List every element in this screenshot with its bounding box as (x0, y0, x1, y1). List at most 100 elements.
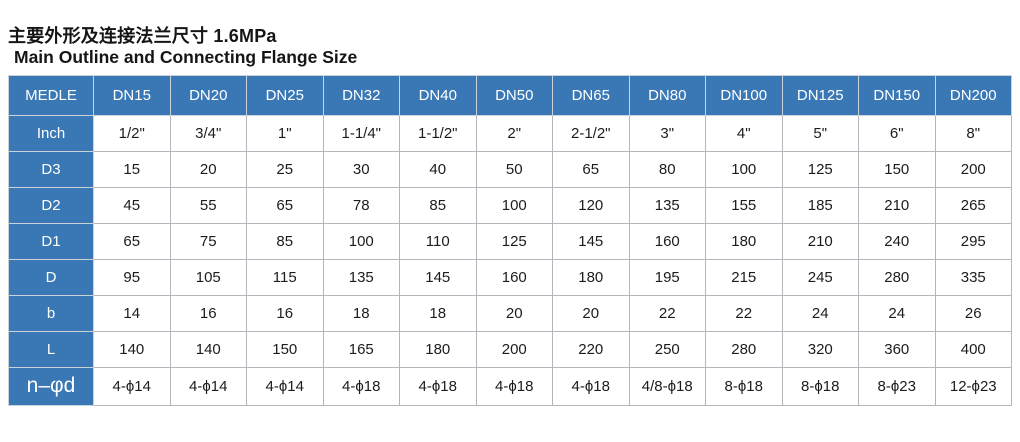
table-cell: 280 (705, 330, 783, 368)
table-cell: 14 (93, 294, 171, 332)
table-cell: 25 (246, 150, 324, 188)
table-cell: 155 (705, 186, 783, 224)
table-cell: 100 (475, 186, 553, 224)
table-row: D 95 105 115 135 145 160 180 195 215 245 280 335 (8, 258, 1012, 296)
table-row: D1 65 75 85 100 110 125 145 160 180 210 240 295 (8, 222, 1012, 260)
table-cell: 210 (858, 186, 936, 224)
table-cell: 24 (858, 294, 936, 332)
table-cell: 180 (705, 222, 783, 260)
table-cell: 295 (934, 222, 1012, 260)
row-header: L (8, 330, 94, 368)
table-cell: 16 (246, 294, 324, 332)
table-cell: 120 (552, 186, 630, 224)
row-header: D (8, 258, 94, 296)
table-cell: 105 (169, 258, 247, 296)
table-cell: 360 (858, 330, 936, 368)
table-cell: 1-1/2" (399, 114, 477, 152)
table-cell: 185 (781, 186, 859, 224)
table-cell: 4/8-ϕ18 (628, 366, 706, 406)
table-cell: 220 (552, 330, 630, 368)
table-cell: 20 (169, 150, 247, 188)
table-cell: 210 (781, 222, 859, 260)
table-cell: 335 (934, 258, 1012, 296)
table-cell: 8-ϕ18 (705, 366, 783, 406)
table-cell: 22 (628, 294, 706, 332)
table-cell: 245 (781, 258, 859, 296)
table-cell: 85 (246, 222, 324, 260)
table-cell: 125 (475, 222, 553, 260)
table-cell: 4-ϕ18 (552, 366, 630, 406)
table-cell: 180 (552, 258, 630, 296)
row-header: Inch (8, 114, 94, 152)
table-cell: 150 (858, 150, 936, 188)
column-header: DN50 (475, 74, 553, 116)
table-cell: 160 (475, 258, 553, 296)
table-row: b 14 16 16 18 18 20 20 22 22 24 24 26 (8, 294, 1012, 332)
table-cell: 80 (628, 150, 706, 188)
table-cell: 1" (246, 114, 324, 152)
table-cell: 4-ϕ14 (169, 366, 247, 406)
table-cell: 1/2" (93, 114, 171, 152)
table-row: L 140 140 150 165 180 200 220 250 280 320 360 400 (8, 330, 1012, 368)
table-cell: 18 (399, 294, 477, 332)
table-row: Inch 1/2" 3/4" 1" 1-1/4" 1-1/2" 2" 2-1/2" 3" 4" 5"… (8, 114, 1012, 152)
table-cell: 200 (475, 330, 553, 368)
table-cell: 8-ϕ23 (858, 366, 936, 406)
table-cell: 100 (705, 150, 783, 188)
column-header: DN65 (552, 74, 630, 116)
table-cell: 4-ϕ14 (93, 366, 171, 406)
table-cell: 160 (628, 222, 706, 260)
table-cell: 140 (93, 330, 171, 368)
column-header: DN40 (399, 74, 477, 116)
table-cell: 45 (93, 186, 171, 224)
table-cell: 75 (169, 222, 247, 260)
table-cell: 1-1/4" (322, 114, 400, 152)
table-cell: 8" (934, 114, 1012, 152)
table-body: Inch 1/2" 3/4" 1" 1-1/4" 1-1/2" 2" 2-1/2" 3" 4" 5"… (8, 114, 1012, 406)
table-cell: 135 (628, 186, 706, 224)
row-header: D1 (8, 222, 94, 260)
table-cell: 78 (322, 186, 400, 224)
table-cell: 125 (781, 150, 859, 188)
column-header: DN20 (169, 74, 247, 116)
table-cell: 5" (781, 114, 859, 152)
column-header: DN150 (858, 74, 936, 116)
table-cell: 40 (399, 150, 477, 188)
table-cell: 65 (246, 186, 324, 224)
table-cell: 240 (858, 222, 936, 260)
column-header: DN100 (705, 74, 783, 116)
column-header: DN80 (628, 74, 706, 116)
table-header-row: MEDLE DN15 DN20 DN25 DN32 DN40 DN50 DN65 DN80 DN1… (8, 74, 1012, 116)
table-cell: 100 (322, 222, 400, 260)
table-row: D3 15 20 25 30 40 50 65 80 100 125 150 200 (8, 150, 1012, 188)
table-cell: 3" (628, 114, 706, 152)
column-header: DN15 (93, 74, 171, 116)
table-cell: 145 (399, 258, 477, 296)
column-header: DN200 (934, 74, 1012, 116)
table-cell: 65 (93, 222, 171, 260)
table-cell: 150 (246, 330, 324, 368)
row-header: D2 (8, 186, 94, 224)
table-row: D2 45 55 65 78 85 100 120 135 155 185 210 265 (8, 186, 1012, 224)
table-cell: 4-ϕ18 (475, 366, 553, 406)
table-cell: 265 (934, 186, 1012, 224)
table-cell: 135 (322, 258, 400, 296)
table-cell: 280 (858, 258, 936, 296)
table-cell: 8-ϕ18 (781, 366, 859, 406)
row-header: n–φd (8, 366, 94, 406)
table-cell: 215 (705, 258, 783, 296)
page-header: 主要外形及连接法兰尺寸 1.6MPa Main Outline and Conn… (0, 0, 1020, 68)
table-cell: 200 (934, 150, 1012, 188)
table-row: n–φd 4-ϕ14 4-ϕ14 4-ϕ14 4-ϕ18 4-ϕ18 4-ϕ18 4-ϕ18 4… (8, 366, 1012, 406)
table-cell: 20 (475, 294, 553, 332)
table-cell: 6" (858, 114, 936, 152)
table-cell: 16 (169, 294, 247, 332)
table-cell: 65 (552, 150, 630, 188)
table-cell: 140 (169, 330, 247, 368)
table-cell: 4-ϕ14 (246, 366, 324, 406)
table-cell: 55 (169, 186, 247, 224)
column-header-medle: MEDLE (8, 74, 94, 116)
table-cell: 15 (93, 150, 171, 188)
table-cell: 2-1/2" (552, 114, 630, 152)
table-cell: 4" (705, 114, 783, 152)
